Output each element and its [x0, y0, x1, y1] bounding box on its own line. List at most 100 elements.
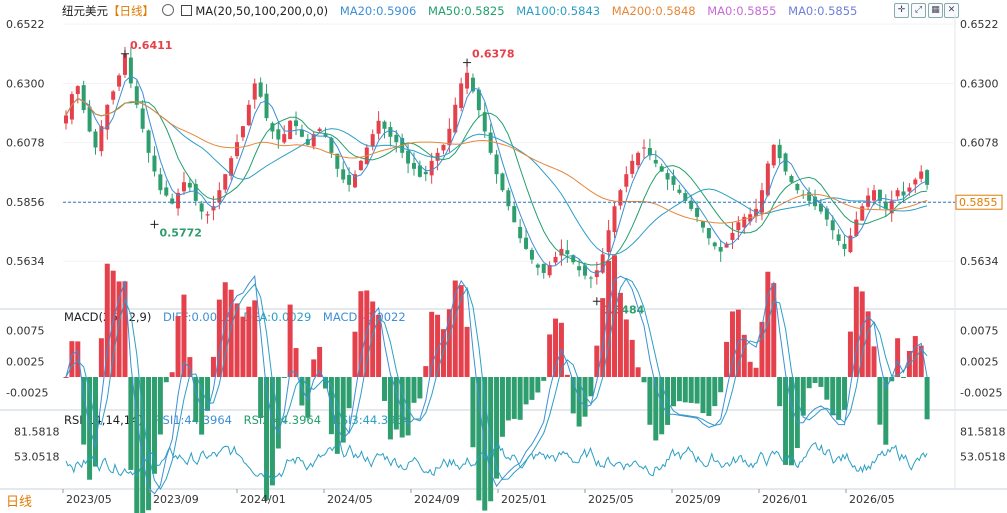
candle-body: [842, 243, 847, 249]
candle-body: [176, 192, 181, 209]
rsi-y-tick-left: 53.0518: [14, 451, 60, 464]
candle-body: [759, 190, 764, 213]
macd-bar: [670, 377, 676, 407]
candle-body: [877, 189, 882, 201]
annotation-label: 0.6411: [130, 39, 172, 52]
macd-bar: [175, 316, 181, 377]
candle-body: [299, 129, 304, 137]
candle-body: [742, 216, 747, 228]
macd-bar: [724, 341, 730, 377]
macd-bar: [299, 377, 305, 406]
candle-body: [341, 169, 346, 180]
macd-bar: [924, 377, 930, 420]
rsi-line: [65, 440, 928, 482]
macd-bar: [435, 314, 441, 377]
ma20-line: [65, 75, 928, 275]
x-tick-label: 2023/09: [153, 493, 199, 506]
candle-body: [87, 107, 92, 132]
candle-body: [700, 221, 705, 228]
candle-body: [258, 82, 263, 97]
ma-settings-icon[interactable]: [161, 4, 174, 16]
macd-bar: [464, 326, 470, 377]
fit-icon[interactable]: ⤢: [911, 3, 926, 18]
grid-icon[interactable]: ▦: [928, 3, 943, 18]
period-label[interactable]: 【日线】: [108, 4, 154, 18]
candle-body: [75, 86, 80, 95]
candle-body: [830, 220, 835, 231]
candle-body: [771, 144, 776, 166]
rsi-y-tick-left: 81.5818: [14, 425, 60, 438]
macd-y-tick-right: -0.0025: [960, 387, 1002, 400]
candle-body: [105, 104, 110, 130]
macd-bar: [753, 367, 759, 377]
candle-body: [99, 126, 104, 152]
candle-body: [559, 248, 564, 256]
candle-body: [64, 115, 68, 124]
candle-body: [235, 142, 240, 157]
macd-bar: [122, 281, 128, 377]
candle-body: [323, 134, 328, 137]
macd-bar: [853, 286, 859, 377]
macd-bar: [505, 377, 511, 421]
macd-bar: [305, 377, 311, 418]
candle-body: [813, 196, 818, 207]
macd-bar: [476, 377, 482, 501]
macd-bar: [659, 377, 665, 435]
ma-indicator-icon[interactable]: [181, 5, 193, 16]
macd-bar: [718, 377, 724, 393]
macd-bar: [317, 346, 323, 377]
candle-body: [630, 160, 635, 174]
macd-bar: [576, 377, 582, 427]
candle-body: [848, 235, 853, 253]
y-tick-label-right: 0.6300: [960, 77, 999, 90]
macd-bar: [346, 377, 352, 409]
expand-icon[interactable]: ✛: [894, 3, 909, 18]
macd-bar: [311, 359, 317, 377]
candle-body: [807, 192, 812, 201]
candle-body: [117, 75, 122, 87]
period-tab[interactable]: 日线: [0, 492, 58, 513]
candle-body: [789, 175, 794, 183]
macd-bar: [553, 318, 559, 377]
candle-body: [158, 174, 163, 191]
candle-body: [795, 184, 800, 191]
candle-body: [282, 134, 287, 143]
candle-body: [565, 250, 570, 255]
candle-body: [347, 174, 352, 185]
candle-body: [288, 120, 293, 140]
candle-body: [199, 203, 204, 212]
candle-body: [718, 246, 723, 252]
y-tick-label-right: 0.6522: [960, 18, 999, 31]
candle-body: [765, 163, 770, 196]
candle-body: [370, 134, 375, 147]
ma100-value: MA100:0.5843: [516, 4, 601, 18]
macd-bar: [847, 331, 853, 377]
candle-body: [665, 173, 670, 180]
candle-body: [205, 214, 210, 216]
x-tick-label: 2024/01: [240, 493, 286, 506]
macd-bar: [901, 377, 907, 378]
macd-dea: DEA:0.0029: [243, 310, 312, 324]
candle-body: [388, 127, 393, 137]
macd-bar: [912, 336, 918, 377]
macd-bar: [458, 285, 464, 377]
macd-bar: [694, 377, 700, 404]
macd-bar: [423, 366, 429, 377]
macd-y-tick-right: 0.0025: [960, 355, 999, 368]
candle-body: [695, 207, 700, 217]
macd-bar: [222, 282, 228, 377]
ma0a-value: MA0:0.5855: [707, 4, 777, 18]
macd-bar: [364, 290, 370, 377]
macd-bar: [81, 377, 87, 445]
candle-body: [317, 128, 322, 132]
macd-bar: [511, 377, 517, 419]
macd-bar: [777, 377, 783, 407]
macd-bar: [205, 377, 211, 411]
macd-bar: [116, 281, 122, 377]
macd-bar: [228, 289, 234, 377]
candle-body: [506, 190, 511, 207]
y-tick-label-left: 0.6300: [6, 77, 45, 90]
candle-body: [577, 266, 582, 271]
candle-body: [671, 176, 676, 185]
